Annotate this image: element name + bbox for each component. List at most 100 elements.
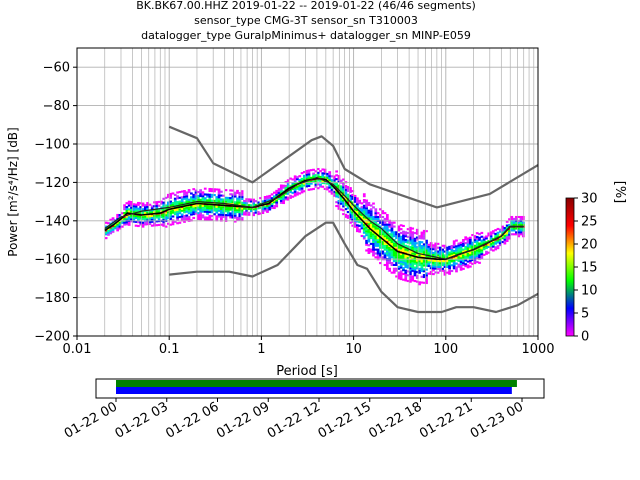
heatmap-cell: [517, 223, 521, 226]
heatmap-cell: [466, 247, 470, 250]
heatmap-cell: [418, 244, 421, 247]
heatmap-cell: [390, 240, 394, 243]
heatmap-cell: [208, 210, 212, 214]
heatmap-cell: [116, 221, 120, 224]
heatmap-cell: [176, 222, 179, 225]
heatmap-cell: [236, 207, 239, 210]
heatmap-cell: [162, 197, 166, 200]
heatmap-cell: [397, 254, 401, 257]
heatmap-cell: [312, 180, 315, 183]
heatmap-cell: [164, 225, 168, 228]
heatmap-cell: [238, 218, 242, 221]
heatmap-cell: [229, 189, 232, 192]
heatmap-cell: [224, 217, 228, 220]
heatmap-cell: [362, 210, 366, 213]
heatmap-cell: [190, 198, 193, 201]
heatmap-cell: [468, 255, 472, 258]
heatmap-cell: [381, 215, 385, 219]
timeline-bar-2: [116, 387, 512, 394]
heatmap-cell: [385, 223, 389, 226]
heatmap-cell: [132, 208, 136, 212]
heatmap-cell: [392, 269, 396, 272]
heatmap-cell: [521, 231, 525, 234]
heatmap-cell: [342, 184, 345, 187]
heatmap-cell: [143, 221, 147, 224]
heatmap-cell: [392, 221, 396, 224]
heatmap-cell: [215, 207, 219, 210]
heatmap-cell: [443, 246, 447, 249]
heatmap-cell: [420, 233, 424, 236]
heatmap-cell: [355, 210, 359, 213]
heatmap-cell: [397, 275, 401, 278]
heatmap-cell: [339, 208, 343, 211]
heatmap-cell: [213, 209, 216, 212]
heatmap-cell: [344, 213, 348, 216]
heatmap-cell: [415, 238, 419, 241]
heatmap-cell: [134, 215, 138, 218]
heatmap-cell: [233, 216, 237, 219]
heatmap-cell: [150, 224, 154, 227]
heatmap-cell: [443, 265, 447, 268]
heatmap-cell: [448, 251, 451, 254]
heatmap-cell: [238, 199, 242, 202]
heatmap-cell: [314, 179, 318, 182]
heatmap-cell: [411, 279, 415, 282]
heatmap-cell: [296, 191, 299, 194]
heatmap-cell: [337, 201, 341, 205]
heatmap-cell: [360, 227, 364, 230]
heatmap-cell: [116, 229, 120, 232]
heatmap-cell: [411, 242, 415, 245]
heatmap-cell: [183, 209, 186, 212]
heatmap-cell: [277, 188, 281, 191]
heatmap-cell: [351, 197, 355, 200]
y-tick-label: −160: [34, 253, 70, 268]
heatmap-cell: [166, 203, 170, 206]
heatmap-cell: [425, 260, 428, 263]
heatmap-cell: [402, 261, 405, 264]
heatmap-cell: [367, 238, 371, 241]
heatmap-cell: [289, 189, 292, 192]
heatmap-cell: [367, 249, 371, 253]
heatmap-cell: [224, 208, 228, 211]
heatmap-cell: [194, 195, 198, 198]
heatmap-cell: [383, 237, 387, 240]
heatmap-cell: [512, 221, 516, 224]
heatmap-cell: [406, 235, 410, 238]
heatmap-cell: [252, 200, 256, 203]
heatmap-cell: [148, 222, 152, 226]
heatmap-cell: [243, 201, 246, 204]
heatmap-cell: [196, 214, 200, 217]
heatmap-cell: [254, 203, 258, 207]
heatmap-cell: [473, 256, 477, 259]
heatmap-cell: [249, 204, 253, 207]
heatmap-cell: [194, 206, 198, 209]
heatmap-cell: [104, 233, 108, 236]
heatmap-cell: [443, 273, 447, 276]
heatmap-cell: [166, 216, 170, 220]
heatmap-cell: [388, 254, 392, 257]
heatmap-cell: [233, 203, 237, 206]
heatmap-cell: [266, 206, 269, 210]
heatmap-cell: [362, 229, 366, 232]
heatmap-cell: [222, 213, 226, 216]
heatmap-cell: [505, 232, 509, 235]
heatmap-cell: [217, 196, 221, 199]
heatmap-cell: [392, 252, 396, 255]
heatmap-cell: [478, 261, 481, 264]
heatmap-cell: [462, 267, 465, 270]
heatmap-cell: [134, 224, 138, 227]
heatmap-cell: [273, 191, 276, 194]
heatmap-cell: [300, 189, 304, 192]
heatmap-cell: [432, 265, 435, 268]
heatmap-cell: [139, 217, 143, 220]
heatmap-cell: [418, 269, 421, 272]
heatmap-cell: [362, 227, 366, 230]
heatmap-cell: [162, 222, 166, 225]
heatmap-cell: [293, 192, 297, 195]
heatmap-cell: [457, 265, 461, 268]
series-lines: [104, 125, 539, 314]
heatmap-cell: [425, 253, 428, 256]
heatmap-cell: [358, 215, 362, 218]
heatmap-cell: [388, 233, 392, 236]
heatmap-cell: [346, 189, 350, 192]
